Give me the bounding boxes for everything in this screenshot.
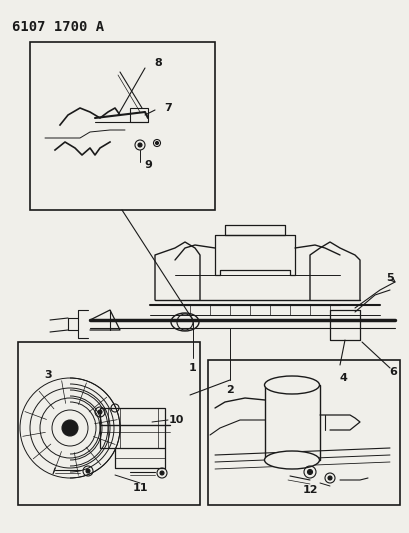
Text: 10: 10: [168, 415, 183, 425]
Text: 11: 11: [132, 483, 147, 493]
Ellipse shape: [264, 451, 319, 469]
Bar: [100, 408, 164, 448]
Circle shape: [307, 470, 312, 474]
Circle shape: [86, 469, 90, 473]
Text: 6: 6: [388, 367, 396, 377]
Circle shape: [62, 420, 78, 436]
Text: 3: 3: [44, 370, 52, 380]
Bar: [130, 108, 148, 122]
Text: 8: 8: [154, 58, 162, 68]
Text: 12: 12: [301, 485, 317, 495]
Text: 2: 2: [226, 385, 233, 395]
Circle shape: [160, 471, 164, 475]
Bar: [30, 42, 214, 210]
Ellipse shape: [264, 376, 319, 394]
Text: 5: 5: [385, 273, 393, 283]
Text: 9: 9: [144, 160, 152, 170]
Bar: [264, 385, 319, 460]
Text: 4: 4: [338, 373, 346, 383]
Text: 6107 1700 A: 6107 1700 A: [12, 20, 104, 34]
Text: 1: 1: [189, 363, 196, 373]
Bar: [207, 360, 399, 505]
Circle shape: [327, 476, 331, 480]
Circle shape: [155, 141, 158, 144]
Circle shape: [98, 410, 102, 414]
Circle shape: [138, 143, 142, 147]
Bar: [18, 342, 200, 505]
Text: 7: 7: [164, 103, 171, 113]
